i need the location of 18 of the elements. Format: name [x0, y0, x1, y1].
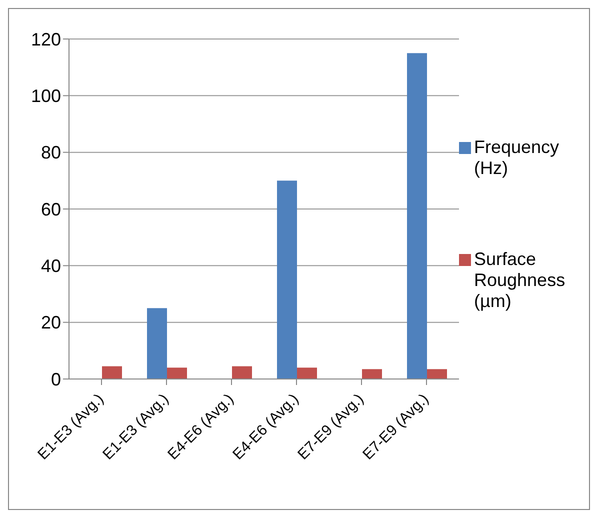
y-tick-label: 0: [50, 369, 61, 390]
bar: [427, 369, 447, 379]
y-tick-label: 120: [30, 29, 61, 50]
bar: [297, 368, 317, 379]
y-tick-label: 80: [40, 142, 61, 163]
bar: [277, 180, 297, 379]
legend-label: Surface Roughness (µm): [474, 248, 566, 312]
legend-label: Frequency (Hz): [474, 136, 560, 178]
bar: [362, 369, 382, 379]
y-tick-label: 60: [40, 199, 61, 220]
y-tick-label: 100: [30, 86, 61, 106]
y-tick-label: 40: [40, 256, 61, 276]
bar: [232, 366, 252, 379]
bar: [167, 368, 187, 379]
bar: [102, 366, 122, 379]
y-tick-label: 20: [40, 312, 61, 333]
bar: [147, 308, 167, 379]
bar: [407, 53, 427, 379]
